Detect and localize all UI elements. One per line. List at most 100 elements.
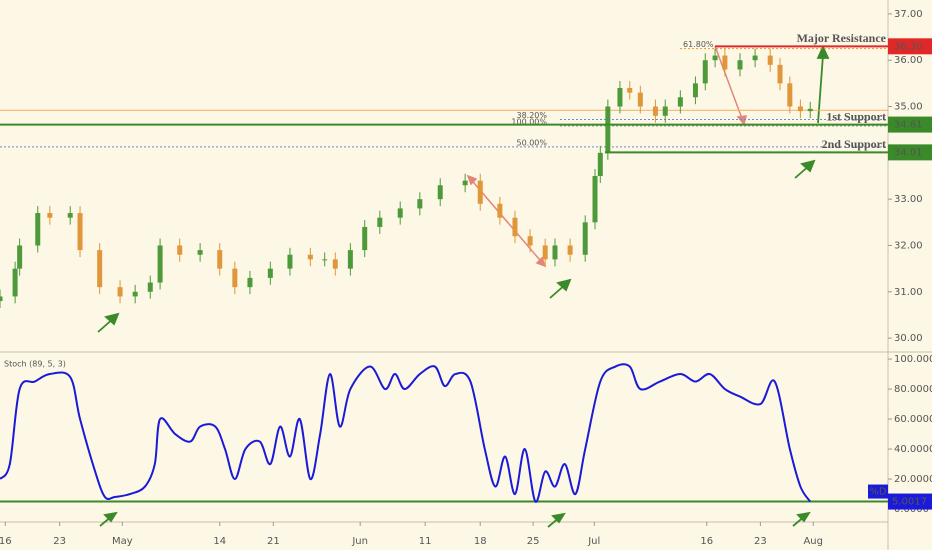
candle-body (347, 250, 353, 269)
candle-body (797, 106, 803, 112)
x-tick-label: 25 (527, 536, 540, 547)
candle-body (217, 250, 223, 269)
legend-tag: %D (869, 487, 887, 498)
candle-body (767, 55, 773, 65)
candle-body (542, 245, 548, 260)
y-tick-label: 35.00 (894, 102, 923, 113)
x-tick-label: May (112, 536, 133, 547)
y-tick-label: 36.00 (894, 55, 923, 66)
x-tick-label: Aug (803, 536, 823, 547)
fib-label: 100.00% (511, 117, 547, 126)
x-tick-label: 16 (0, 536, 12, 547)
y-tick-label: 100.0000 (894, 354, 932, 365)
candle-body (627, 88, 633, 93)
candle-body (752, 55, 758, 61)
level-name: Major Resistance (797, 31, 887, 45)
level-price-box (888, 116, 932, 133)
x-tick-label: 18 (474, 536, 487, 547)
candle-body (67, 213, 73, 218)
indicator-title: Stoch (89, 5, 3) (4, 360, 66, 369)
y-tick-label: 0.0000 (894, 504, 929, 515)
y-tick-label: 80.0000 (894, 384, 932, 395)
x-tick-label: 11 (419, 536, 432, 547)
candle-body (0, 296, 3, 302)
candle-body (287, 254, 293, 269)
candle-body (652, 106, 658, 116)
candle-body (397, 208, 403, 218)
candle-body (637, 92, 643, 107)
y-tick-label: 37.00 (894, 9, 923, 20)
x-tick-label: 23 (53, 536, 66, 547)
candle-body (722, 55, 728, 70)
candle-body (592, 176, 598, 223)
candle-body (737, 60, 743, 70)
candle-body (477, 180, 483, 204)
candle-body (147, 282, 153, 292)
level-name: 2nd Support (822, 137, 886, 151)
candle-body (197, 250, 203, 255)
candle-body (35, 213, 41, 246)
fib-label: 38.20% (516, 111, 547, 120)
candle-body (527, 236, 533, 246)
candle-body (332, 259, 338, 269)
candle-body (677, 97, 683, 107)
level-price-box (888, 144, 932, 161)
y-tick-label: 32.00 (894, 240, 923, 251)
candle-body (157, 245, 163, 283)
candle-body (177, 245, 183, 255)
candle-body (662, 106, 668, 116)
x-tick-label: 16 (700, 536, 713, 547)
level-price-label: 36.30 (894, 41, 923, 52)
candle-body (132, 291, 138, 297)
last-value-label: 5.0017 (892, 497, 927, 508)
candle-body (97, 250, 103, 288)
x-tick-label: 14 (213, 536, 226, 547)
candle-body (232, 268, 238, 288)
legend-tag-box (868, 484, 888, 499)
candle-body (552, 245, 558, 260)
candle-body (267, 268, 273, 278)
level-price-box (888, 38, 932, 55)
candle-body (322, 259, 328, 261)
y-tick-label: 40.0000 (894, 444, 932, 455)
candle-body (437, 185, 443, 200)
candle-body (597, 152, 603, 176)
candle-body (567, 245, 573, 255)
level-price-label: 34.01 (894, 147, 923, 158)
candle-body (605, 106, 611, 153)
level-name: 1st Support (826, 109, 886, 123)
candle-body (777, 64, 783, 84)
candle-body (12, 268, 18, 297)
fib-label: 50.00% (516, 138, 547, 147)
candle-body (307, 254, 313, 260)
y-tick-label: 31.00 (894, 287, 923, 298)
candle-body (462, 180, 468, 186)
y-tick-label: 33.00 (894, 194, 923, 205)
candle-body (617, 88, 623, 107)
candle-body (807, 108, 813, 112)
x-tick-label: 21 (267, 536, 280, 547)
candle-body (77, 213, 83, 251)
fib-label: 61.80% (683, 40, 714, 49)
candle-body (377, 217, 383, 227)
y-tick-label: 30.00 (894, 333, 923, 344)
candle-body (702, 60, 708, 84)
x-tick-label: Jul (587, 536, 600, 547)
candle-body (417, 199, 423, 209)
level-price-label: 34.61 (894, 120, 923, 131)
candle-body (497, 203, 503, 218)
y-tick-label: 60.0000 (894, 414, 932, 425)
candle-body (512, 217, 518, 237)
candle-body (117, 287, 123, 297)
candle-body (692, 83, 698, 98)
x-tick-label: Jun (351, 536, 368, 547)
last-value-box (888, 493, 932, 510)
candle-body (712, 55, 718, 61)
candle-body (787, 83, 793, 107)
green-arrows (97, 44, 830, 528)
x-tick-label: 23 (754, 536, 767, 547)
candle-body (247, 277, 253, 288)
candle-body (582, 222, 588, 255)
candle-body (47, 213, 53, 218)
